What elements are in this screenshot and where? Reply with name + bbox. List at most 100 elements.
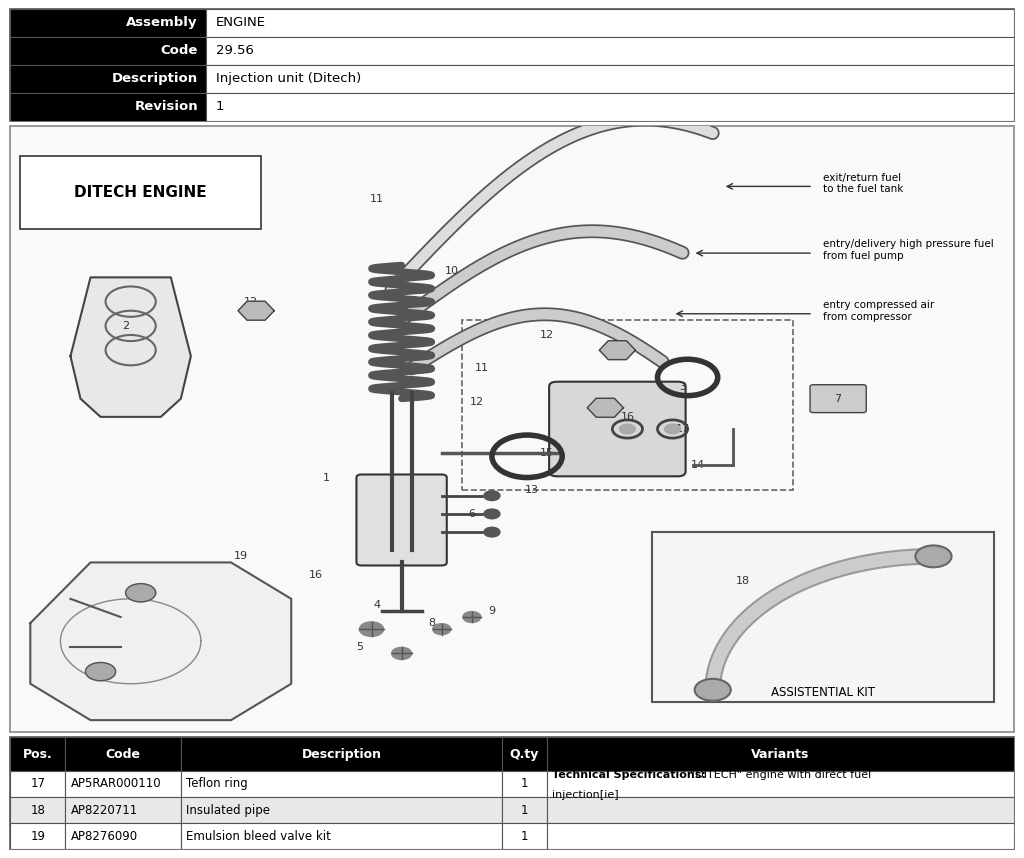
Bar (502, 770, 547, 797)
Text: Q.ty: Q.ty (510, 747, 540, 760)
Polygon shape (31, 563, 291, 720)
Polygon shape (599, 341, 636, 360)
Text: 9: 9 (488, 606, 496, 616)
Bar (10, 797, 66, 823)
Text: 5: 5 (356, 643, 362, 652)
Text: Insulated pipe: Insulated pipe (186, 804, 270, 817)
Text: 18: 18 (736, 576, 750, 586)
Bar (66, 797, 181, 823)
Text: 29.56: 29.56 (216, 44, 254, 57)
Bar (206, 9, 1014, 37)
Text: AP8276090: AP8276090 (71, 830, 137, 843)
Text: 12: 12 (470, 396, 484, 407)
Bar (66, 770, 181, 797)
Circle shape (484, 491, 500, 500)
Bar (547, 797, 1014, 823)
Bar (66, 823, 181, 849)
Text: 1: 1 (323, 473, 330, 482)
Text: Code: Code (161, 44, 198, 57)
Circle shape (694, 679, 731, 701)
Text: 16: 16 (309, 570, 324, 579)
Text: 12: 12 (244, 297, 258, 306)
Text: 2: 2 (122, 321, 129, 331)
Circle shape (620, 424, 636, 434)
Bar (502, 823, 547, 849)
Text: entry/delivery high pressure fuel
from fuel pump: entry/delivery high pressure fuel from f… (823, 239, 994, 261)
Bar (10, 737, 66, 770)
Text: Description: Description (112, 72, 198, 85)
Circle shape (391, 647, 412, 660)
Text: Code: Code (105, 747, 140, 760)
Text: Assembly: Assembly (126, 16, 198, 29)
Circle shape (665, 424, 681, 434)
Bar (10, 93, 206, 121)
Text: AP8220711: AP8220711 (71, 804, 137, 817)
Text: 1: 1 (521, 777, 528, 790)
Bar (206, 37, 1014, 64)
FancyBboxPatch shape (549, 382, 686, 476)
Circle shape (433, 624, 451, 635)
Bar (502, 797, 547, 823)
FancyBboxPatch shape (20, 156, 261, 229)
Text: 12: 12 (540, 330, 554, 340)
Bar (66, 737, 181, 770)
Text: Variants: Variants (752, 747, 810, 760)
Polygon shape (238, 301, 274, 320)
Bar (547, 770, 1014, 797)
Text: 19: 19 (31, 830, 45, 843)
Polygon shape (588, 398, 624, 417)
Text: Injection unit (Ditech): Injection unit (Ditech) (216, 72, 361, 85)
Text: entry compressed air
from compressor: entry compressed air from compressor (823, 300, 934, 322)
Text: Pos.: Pos. (23, 747, 52, 760)
Bar (206, 64, 1014, 93)
Bar (547, 823, 1014, 849)
Circle shape (484, 509, 500, 519)
Circle shape (463, 612, 481, 623)
Text: Technical Specifications:: Technical Specifications: (552, 770, 706, 780)
Text: injection[ie]: injection[ie] (552, 790, 618, 801)
Text: ENGINE: ENGINE (216, 16, 266, 29)
Bar (502, 737, 547, 770)
Polygon shape (71, 277, 190, 417)
Text: 14: 14 (690, 461, 705, 470)
Circle shape (85, 662, 116, 680)
Bar (181, 823, 502, 849)
Bar (547, 737, 1014, 770)
FancyBboxPatch shape (356, 474, 446, 565)
Bar (10, 64, 206, 93)
Text: 16: 16 (621, 412, 635, 422)
FancyBboxPatch shape (810, 384, 866, 413)
Circle shape (915, 546, 951, 567)
Bar (10, 9, 206, 37)
Text: "DITECH" engine with direct fuel: "DITECH" engine with direct fuel (690, 770, 871, 780)
Text: Revision: Revision (134, 100, 198, 113)
Text: 13: 13 (525, 485, 539, 495)
Text: 1: 1 (521, 804, 528, 817)
Bar (652, 532, 993, 702)
Bar (181, 770, 502, 797)
Circle shape (359, 622, 384, 637)
Text: 18: 18 (31, 804, 45, 817)
Text: AP5RAR000110: AP5RAR000110 (71, 777, 161, 790)
Text: 10: 10 (444, 266, 459, 276)
Text: Teflon ring: Teflon ring (186, 777, 248, 790)
Text: 1: 1 (521, 830, 528, 843)
Bar (181, 797, 502, 823)
Circle shape (126, 583, 156, 601)
Text: 1: 1 (216, 100, 224, 113)
Text: 15: 15 (540, 448, 554, 458)
Text: 11: 11 (475, 363, 488, 373)
Text: ASSISTENTIAL KIT: ASSISTENTIAL KIT (771, 686, 876, 699)
Bar (10, 823, 66, 849)
Text: 4: 4 (373, 600, 380, 610)
Text: Emulsion bleed valve kit: Emulsion bleed valve kit (186, 830, 331, 843)
Text: 8: 8 (428, 618, 435, 628)
Bar (206, 93, 1014, 121)
Circle shape (484, 528, 500, 537)
Text: exit/return fuel
to the fuel tank: exit/return fuel to the fuel tank (823, 172, 903, 194)
Text: 3: 3 (679, 382, 686, 391)
Text: 11: 11 (370, 194, 384, 203)
Text: 17: 17 (676, 424, 689, 434)
Bar (10, 770, 66, 797)
Bar (181, 737, 502, 770)
